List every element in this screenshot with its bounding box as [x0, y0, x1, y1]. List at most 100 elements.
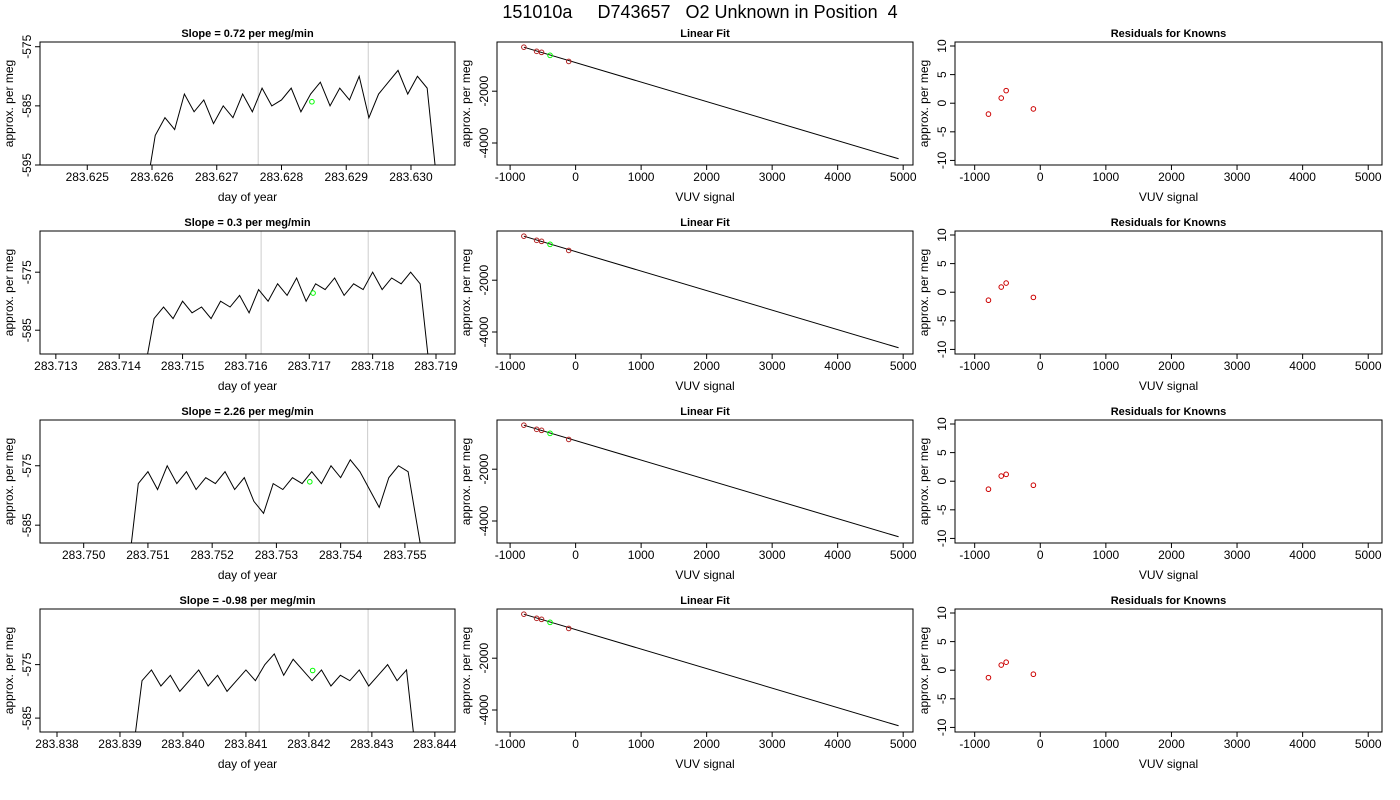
- data-point: [533, 237, 540, 244]
- x-tick-label: 283.717: [288, 359, 332, 373]
- y-tick-label: -5: [935, 315, 949, 326]
- x-tick-label: 2000: [693, 170, 720, 184]
- plot-area: [985, 659, 1037, 681]
- x-tick-label: 4000: [1289, 359, 1316, 373]
- y-tick-label: -4000: [477, 694, 491, 725]
- x-tick-label: -1000: [495, 170, 526, 184]
- data-point: [985, 297, 992, 304]
- x-axis-label: VUV signal: [675, 568, 734, 582]
- y-tick-label: -10: [935, 151, 949, 169]
- y-tick-label: 10: [935, 228, 949, 242]
- x-tick-label: 1000: [1093, 359, 1120, 373]
- y-axis-label: approx. per meg: [2, 60, 16, 147]
- unknown-point: [307, 478, 313, 485]
- panel: Slope = 0.72 per meg/min day of year appro…: [2, 28, 456, 204]
- data-point: [565, 436, 572, 443]
- x-tick-label: 3000: [759, 359, 786, 373]
- x-tick-label: 2000: [693, 548, 720, 562]
- x-tick-label: 283.844: [413, 737, 457, 751]
- data-point: [538, 49, 545, 56]
- y-tick-label: -575: [20, 260, 34, 284]
- y-tick-label: 0: [935, 289, 949, 296]
- x-tick-label: 283.626: [130, 170, 174, 184]
- y-tick-label: -10: [935, 718, 949, 736]
- plot-frame: [954, 608, 1383, 733]
- data-line: [135, 653, 414, 732]
- unknown-point: [309, 667, 316, 674]
- x-tick-label: 283.753: [255, 548, 299, 562]
- data-point: [998, 95, 1005, 101]
- data-point: [1030, 294, 1037, 301]
- x-tick-label: 1000: [628, 359, 655, 373]
- y-tick-label: 5: [935, 71, 949, 78]
- x-tick-label: 283.715: [161, 359, 205, 373]
- plot-area: [521, 44, 899, 160]
- data-point: [985, 111, 992, 117]
- x-tick-label: 283.755: [383, 548, 427, 562]
- x-tick-label: 283.841: [224, 737, 268, 751]
- x-tick-label: 283.839: [98, 737, 142, 751]
- x-tick-label: 283.719: [414, 359, 458, 373]
- x-tick-label: 3000: [759, 737, 786, 751]
- plot-frame: [39, 230, 456, 355]
- data-point: [521, 44, 527, 50]
- x-tick-label: 3000: [1224, 359, 1251, 373]
- x-tick-label: 0: [1037, 737, 1044, 751]
- y-tick-label: -4000: [477, 505, 491, 536]
- x-tick-label: 2000: [1158, 170, 1185, 184]
- x-tick-label: 283.716: [224, 359, 268, 373]
- plot-area: [985, 87, 1037, 117]
- panel-title: Residuals for Knowns: [1111, 406, 1227, 418]
- data-point: [1003, 87, 1009, 94]
- y-tick-label: -575: [20, 453, 34, 477]
- data-point: [1003, 659, 1009, 666]
- y-tick-label: 5: [935, 449, 949, 456]
- x-axis-label: VUV signal: [675, 379, 734, 393]
- y-tick-label: -5: [935, 504, 949, 515]
- x-tick-label: 283.838: [35, 737, 79, 751]
- y-tick-label: 5: [935, 260, 949, 267]
- panel: Residuals for Knowns VUV signal approx. pe…: [917, 28, 1383, 204]
- plot-frame: [496, 230, 914, 355]
- x-axis-label: day of year: [218, 379, 277, 393]
- x-tick-label: -1000: [959, 359, 990, 373]
- panel: Slope = 2.26 per meg/min day of year appro…: [2, 406, 456, 582]
- x-tick-label: -1000: [495, 548, 526, 562]
- y-tick-label: 0: [935, 667, 949, 674]
- y-axis-label: approx. per meg: [2, 438, 16, 525]
- plot-frame: [496, 419, 914, 544]
- y-tick-label: -595: [20, 153, 34, 177]
- plot-frame: [954, 41, 1383, 166]
- y-tick-label: -585: [20, 706, 34, 730]
- data-point: [998, 662, 1005, 668]
- panel-title: Linear Fit: [680, 406, 730, 418]
- panel-title: Residuals for Knowns: [1111, 217, 1227, 229]
- plot-frame: [496, 41, 914, 166]
- unknown-point: [547, 52, 553, 59]
- x-tick-label: -1000: [959, 170, 990, 184]
- x-tick-label: 0: [572, 359, 579, 373]
- plot-area: [130, 420, 421, 543]
- x-tick-label: 5000: [890, 548, 917, 562]
- x-tick-label: 0: [1037, 359, 1044, 373]
- data-point: [1003, 471, 1009, 478]
- x-axis-label: VUV signal: [1139, 190, 1198, 204]
- x-axis-label: day of year: [218, 190, 277, 204]
- x-tick-label: 2000: [1158, 737, 1185, 751]
- panel: Residuals for Knowns VUV signal approx. pe…: [917, 595, 1383, 771]
- x-axis-label: VUV signal: [1139, 379, 1198, 393]
- y-axis-label: approx. per meg: [917, 438, 931, 525]
- y-axis-label: approx. per meg: [459, 249, 473, 336]
- data-point: [998, 284, 1005, 290]
- panel: Linear Fit VUV signal approx. per meg -1000…: [459, 406, 917, 582]
- plot-area: [521, 422, 899, 538]
- x-tick-label: -1000: [959, 737, 990, 751]
- figure-title: 151010a D743657 O2 Unknown in Position 4: [502, 2, 897, 22]
- x-tick-label: 5000: [1355, 548, 1382, 562]
- data-point: [565, 247, 572, 254]
- plot-frame: [954, 419, 1383, 544]
- y-tick-label: -2000: [477, 265, 491, 296]
- x-tick-label: 4000: [1289, 170, 1316, 184]
- plot-frame: [496, 608, 914, 733]
